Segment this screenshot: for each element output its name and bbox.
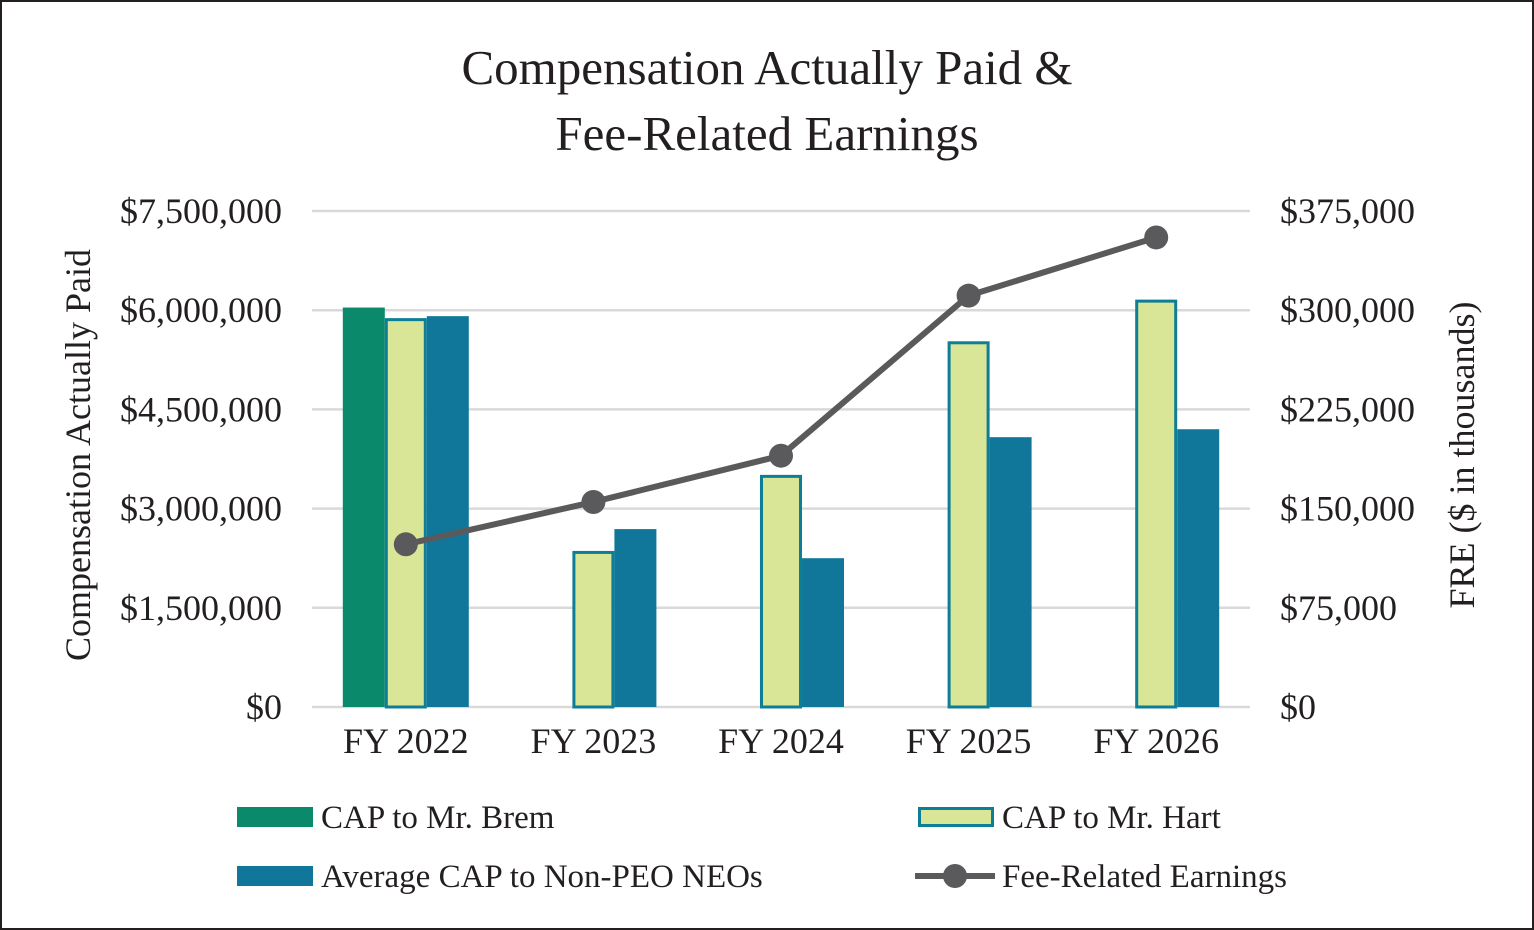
y-tick-label: $4,500,000 <box>120 389 282 429</box>
y-tick-label: $0 <box>246 687 282 727</box>
y-tick-label: $1,500,000 <box>120 588 282 628</box>
y2-tick-label: $0 <box>1280 687 1316 727</box>
chart-title-line-2: Fee-Related Earnings <box>555 106 978 161</box>
x-tick-label: FY 2022 <box>343 721 469 761</box>
bar-cap-to-mr-hart <box>760 474 802 709</box>
x-tick-label: FY 2023 <box>531 721 657 761</box>
legend-label-fee-related-earnings: Fee-Related Earnings <box>1002 859 1287 895</box>
y-tick-label: $6,000,000 <box>120 290 282 330</box>
bar-cap-to-mr-brem <box>342 307 385 707</box>
bar-average-cap-to-non-peo-neos <box>426 316 469 707</box>
bars <box>342 299 1220 709</box>
y2-tick-label: $375,000 <box>1280 191 1415 231</box>
bar-average-cap-to-non-peo-neos <box>614 529 657 707</box>
bar-average-cap-to-non-peo-neos <box>1177 429 1220 707</box>
y2-tick-label: $300,000 <box>1280 290 1415 330</box>
y2-tick-label: $225,000 <box>1280 389 1415 429</box>
bar-average-cap-to-non-peo-neos <box>989 437 1032 707</box>
legend: CAP to Mr. Brem CAP to Mr. Hart Average CA… <box>237 800 1287 895</box>
legend-label-average-cap-to-non-peo-neos: Average CAP to Non-PEO NEOs <box>321 859 763 895</box>
legend-marker-fee-related-earnings <box>943 864 967 888</box>
fre-point <box>393 532 418 557</box>
y-tick-label: $3,000,000 <box>120 489 282 529</box>
fre-line <box>393 225 1169 557</box>
x-tick-label: FY 2026 <box>1093 721 1219 761</box>
x-tick-label: FY 2024 <box>718 721 844 761</box>
y2-tick-label: $75,000 <box>1280 588 1397 628</box>
legend-label-cap-to-mr-brem: CAP to Mr. Brem <box>321 800 555 836</box>
fre-point <box>1144 225 1169 250</box>
y-axis-ticks: $0 $1,500,000 $3,000,000 $4,500,000 $6,000,0… <box>120 191 282 727</box>
x-tick-label: FY 2025 <box>906 721 1032 761</box>
y-axis-title: Compensation Actually Paid <box>58 249 98 661</box>
y2-axis-title: FRE ($ in thousands) <box>1442 301 1482 608</box>
fre-point <box>769 443 793 468</box>
y-tick-label: $7,500,000 <box>120 191 282 231</box>
bar-cap-to-mr-hart <box>384 318 427 709</box>
y2-axis-ticks: $0 $75,000 $150,000 $225,000 $300,000 $375,00… <box>1280 191 1415 727</box>
y2-tick-label: $150,000 <box>1280 489 1415 529</box>
bar-cap-to-mr-hart <box>1135 299 1178 709</box>
chart-title-line-1: Compensation Actually Paid & <box>461 40 1072 95</box>
x-axis-ticks: FY 2022 FY 2023 FY 2024 FY 2025 FY 2026 <box>343 721 1219 761</box>
legend-label-cap-to-mr-hart: CAP to Mr. Hart <box>1002 800 1221 836</box>
bar-cap-to-mr-hart <box>947 341 990 709</box>
fre-point <box>581 489 606 514</box>
bar-cap-to-mr-hart <box>572 550 615 709</box>
legend-swatch-cap-to-mr-hart <box>918 807 994 827</box>
bar-average-cap-to-non-peo-neos <box>802 558 844 707</box>
legend-swatch-cap-to-mr-brem <box>237 807 313 827</box>
legend-swatch-average-cap-to-non-peo-neos <box>237 866 313 886</box>
fre-point <box>956 283 981 308</box>
